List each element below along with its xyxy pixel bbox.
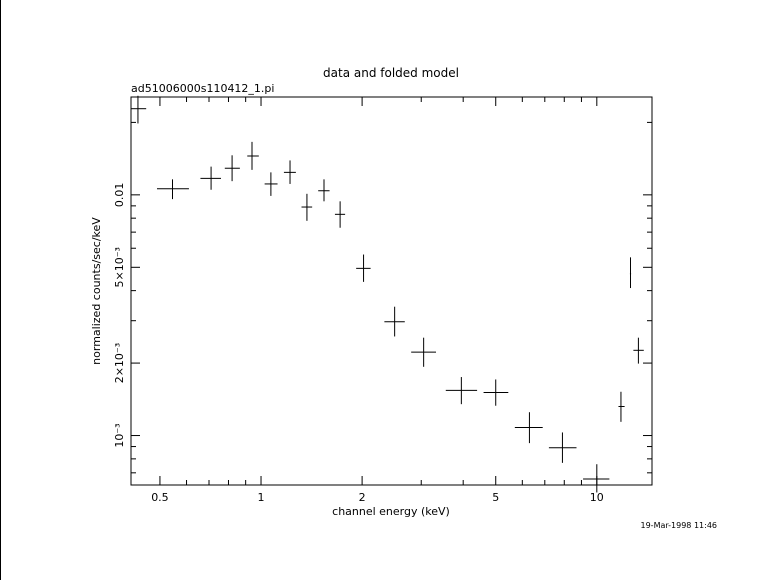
chart-subtitle: ad51006000s110412_1.pi	[131, 82, 274, 95]
data-point	[411, 337, 437, 367]
x-tick-label: 10	[590, 491, 604, 504]
data-point	[334, 201, 346, 228]
data-point	[633, 337, 644, 364]
chart-title: data and folded model	[323, 66, 459, 80]
data-point	[264, 172, 278, 196]
data-point	[247, 141, 259, 170]
x-tick-label: 1	[258, 491, 265, 504]
x-axis-label: channel energy (keV)	[332, 505, 450, 518]
data-point	[156, 179, 189, 200]
data-point	[514, 412, 543, 444]
data-point	[583, 464, 610, 493]
y-tick-label: 5×10⁻³	[113, 247, 126, 287]
data-point	[283, 160, 296, 184]
timestamp: 19-Mar-1998 11:46	[641, 521, 718, 530]
x-tick-label: 0.5	[151, 491, 169, 504]
y-tick-label: 10⁻³	[113, 423, 126, 447]
axis-ticks	[131, 97, 652, 485]
window-edge	[0, 0, 1, 580]
y-tick-label: 2×10⁻³	[113, 343, 126, 383]
data-point	[445, 377, 478, 405]
y-axis-label: normalized counts/sec/keV	[90, 217, 103, 365]
data-point	[548, 432, 577, 463]
data-point	[200, 166, 222, 190]
data-point	[131, 95, 147, 124]
data-point	[629, 257, 632, 289]
x-tick-labels: 0.5 1 2 5 10	[151, 491, 604, 504]
y-tick-labels: 0.01 5×10⁻³ 2×10⁻³ 10⁻³	[113, 183, 126, 448]
x-tick-label: 5	[492, 491, 499, 504]
data-points	[131, 95, 644, 493]
x-tick-label: 2	[359, 491, 366, 504]
data-point	[483, 379, 509, 406]
data-point	[356, 254, 371, 282]
data-point	[224, 155, 240, 182]
data-point	[618, 391, 625, 422]
data-point	[301, 193, 313, 221]
y-tick-label: 0.01	[113, 183, 126, 208]
plot-frame	[130, 96, 653, 486]
data-point	[318, 179, 330, 202]
data-point	[384, 306, 405, 337]
